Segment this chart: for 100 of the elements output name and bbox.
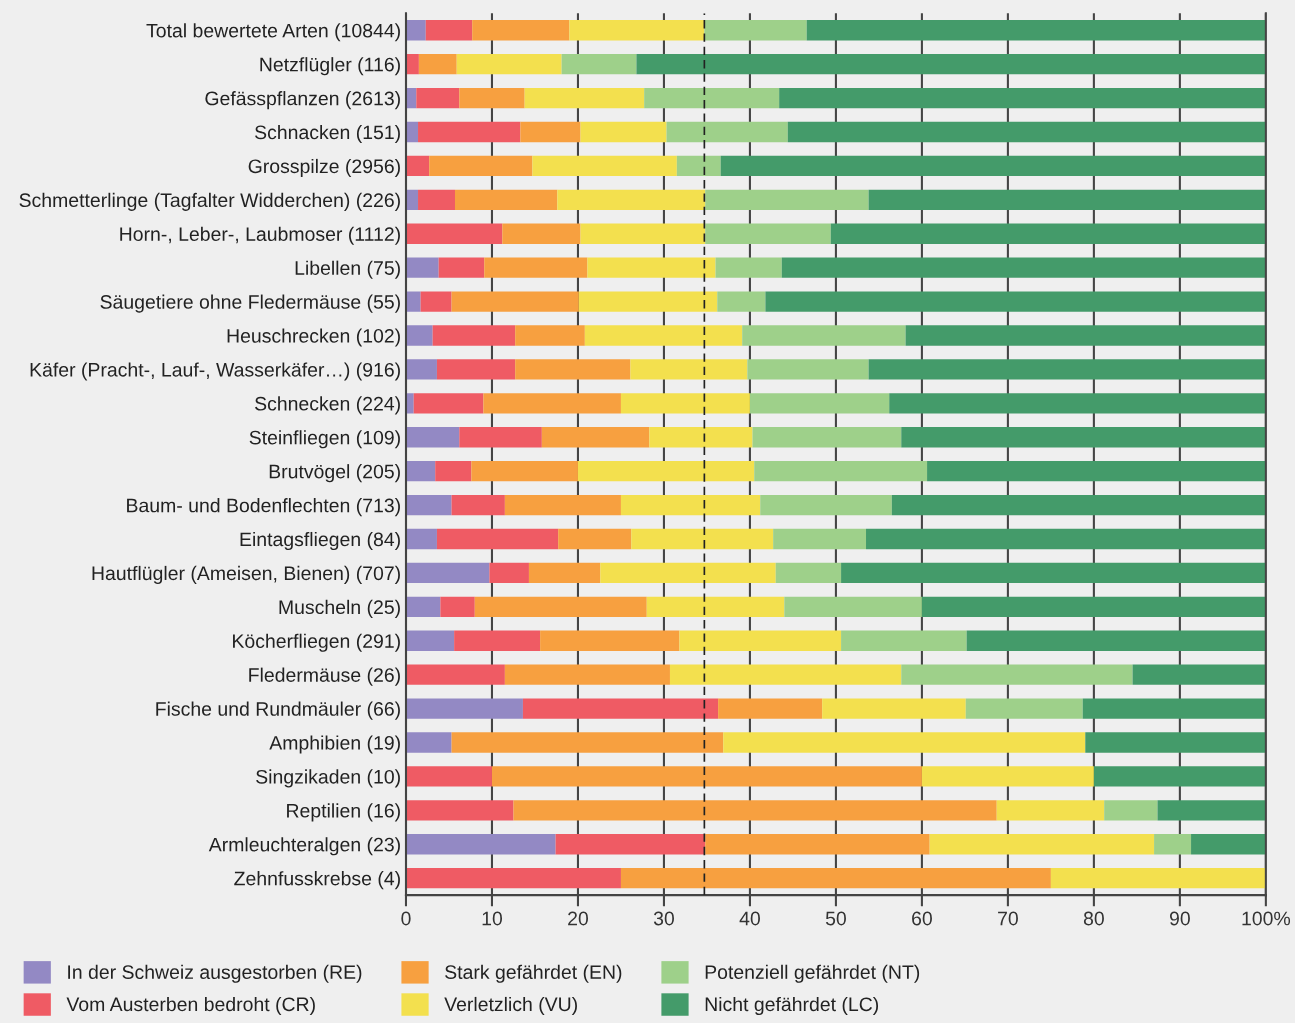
bar [451, 291, 579, 312]
y-tick-label: Schmetterlinge (Tagfalter Widderchen) (226) [19, 192, 400, 211]
bar [540, 630, 680, 651]
bar [631, 528, 774, 550]
bar [705, 223, 831, 244]
bar [775, 562, 842, 584]
y-tick-label: Armleuchteralgen (23) [208, 837, 400, 856]
bar [822, 698, 966, 719]
bar [405, 359, 437, 380]
bar [742, 325, 906, 346]
bar [841, 562, 1266, 584]
bar [600, 562, 776, 584]
y-tick-label: Fische und Rundmäuler (66) [156, 701, 400, 720]
bar [405, 325, 433, 346]
y-tick-label: Hautflügler (Ameisen, Bienen) (707) [92, 565, 400, 584]
y-tick-label: Schnacken (151) [255, 124, 400, 144]
bar [1154, 834, 1192, 855]
y-tick-label: Schnecken (224) [255, 396, 400, 415]
bar [1093, 766, 1266, 787]
bar [747, 359, 869, 380]
bar [781, 257, 1266, 278]
bar [405, 528, 437, 550]
bar [451, 732, 724, 753]
x-tick-label: 30 [653, 911, 674, 926]
bar [405, 834, 556, 855]
bar [1082, 698, 1265, 719]
legend-label: In der Schweiz ausgestorben (RE) [68, 964, 362, 983]
bar [704, 20, 807, 41]
x-tick-label: 50 [825, 911, 846, 926]
x-tick-label: 40 [739, 911, 760, 926]
bar [580, 223, 706, 244]
bar [435, 461, 472, 482]
bar [765, 291, 1266, 312]
bar [620, 393, 750, 414]
bar [806, 20, 1266, 41]
bar [438, 257, 485, 278]
bar [676, 155, 721, 177]
bar [405, 461, 436, 482]
bar [996, 800, 1105, 821]
bar [436, 359, 516, 380]
bar [868, 359, 1266, 380]
bar [1191, 834, 1266, 855]
bar [866, 528, 1266, 550]
bar [515, 359, 631, 380]
bar [965, 698, 1083, 719]
bar [889, 393, 1266, 414]
bar [513, 800, 997, 821]
bar [440, 596, 475, 618]
bar [1050, 867, 1266, 889]
y-tick-label: Gefässpflanzen (2613) [205, 91, 400, 110]
bar [646, 596, 785, 618]
x-tick-label: 0 [401, 911, 411, 926]
y-tick-label: Amphibien (19) [269, 735, 400, 754]
bar [405, 291, 421, 312]
bar [405, 223, 503, 244]
bar [515, 325, 585, 346]
bar [504, 664, 670, 685]
bar [577, 461, 755, 482]
bar [929, 834, 1155, 855]
x-tick-label: 100% [1242, 911, 1291, 926]
y-tick-label: Singzikaden (10) [256, 769, 400, 788]
bar [587, 257, 716, 278]
bar [405, 20, 426, 41]
y-tick-label: Muscheln (25) [279, 599, 400, 618]
y-tick-label: Grosspilze (2956) [248, 158, 400, 177]
bar [459, 427, 542, 448]
bar [561, 54, 637, 75]
bar [425, 20, 473, 41]
bar [418, 121, 521, 143]
x-tick-label: 70 [998, 911, 1018, 926]
bar [754, 461, 928, 482]
x-tick-label: 90 [1169, 911, 1190, 926]
bar [584, 325, 743, 346]
bar [471, 461, 578, 482]
legend-label: Nicht gefährdet (LC) [705, 996, 879, 1016]
bar [405, 189, 419, 211]
bar [841, 630, 967, 651]
bar [891, 494, 1266, 516]
bar [1104, 800, 1158, 821]
bar [532, 155, 677, 177]
bar [504, 494, 621, 516]
bar [432, 325, 516, 346]
bar [644, 87, 780, 109]
bar [901, 664, 1133, 685]
bar [718, 698, 823, 719]
bar [1085, 732, 1266, 753]
x-tick-label: 10 [482, 911, 503, 926]
bar [405, 867, 621, 889]
y-tick-label: Baum- und Bodenflechten (713) [127, 498, 400, 517]
y-tick-label: Käfer (Pracht-, Lauf-, Wasserkäfer…) (916) [30, 362, 400, 381]
bar [760, 494, 892, 516]
legend-label: Potenziell gefährdet (NT) [705, 964, 920, 983]
bar [405, 393, 414, 414]
y-tick-label: Total bewertete Arten (10844) [146, 23, 400, 42]
bar [405, 732, 452, 753]
bar [901, 427, 1266, 448]
bar [456, 54, 562, 75]
bar [720, 155, 1266, 177]
y-tick-label: Reptilien (16) [287, 803, 400, 822]
bar [416, 87, 460, 109]
